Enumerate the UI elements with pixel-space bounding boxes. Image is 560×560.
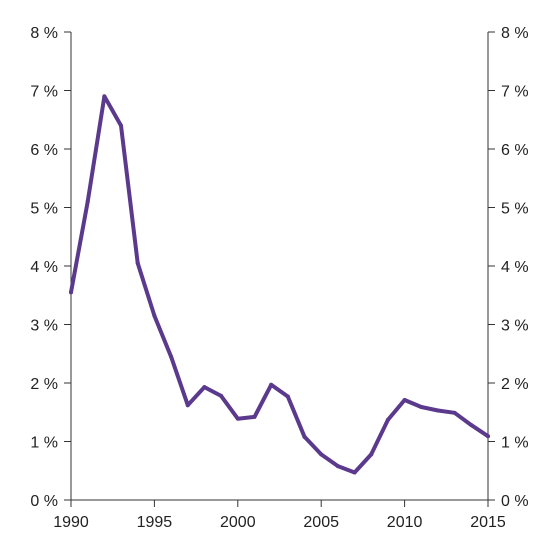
x-tick-label: 2010 (387, 514, 423, 531)
data-point (335, 464, 340, 469)
y-tick-label-right: 2 % (501, 376, 529, 393)
data-point (219, 393, 224, 398)
x-tick-label: 2005 (303, 514, 339, 531)
y-tick-label-right: 0 % (501, 493, 529, 510)
data-point (369, 452, 374, 457)
y-tick-label-left: 5 % (30, 201, 58, 218)
y-tick-label-left: 7 % (30, 84, 58, 101)
x-tick-label: 2000 (220, 514, 256, 531)
y-ticks-left: 0 % 1 % 2 % 3 % 4 % 5 % 6 % 7 % 8 % (30, 25, 71, 510)
data-point (152, 313, 157, 318)
data-point (269, 382, 274, 387)
data-point (119, 123, 124, 128)
y-tick-label-left: 0 % (30, 493, 58, 510)
data-point (169, 354, 174, 359)
data-point (185, 403, 190, 408)
y-tick-label-right: 8 % (501, 25, 529, 42)
data-point (302, 434, 307, 439)
data-point (469, 423, 474, 428)
y-tick-label-left: 4 % (30, 259, 58, 276)
data-point (402, 397, 407, 402)
data-point (435, 408, 440, 413)
y-tick-label-right: 5 % (501, 201, 529, 218)
y-tick-label-right: 4 % (501, 259, 529, 276)
data-point (85, 199, 90, 204)
data-point (235, 416, 240, 421)
data-point (385, 417, 390, 422)
x-tick-label: 1990 (53, 514, 89, 531)
data-point (69, 290, 73, 295)
data-point (452, 410, 457, 415)
axes (70, 32, 489, 501)
y-tick-label-right: 1 % (501, 435, 529, 452)
series-layer (69, 94, 490, 475)
y-tick-label-right: 7 % (501, 84, 529, 101)
series-line (69, 94, 490, 475)
y-tick-label-left: 6 % (30, 142, 58, 159)
y-ticks-right: 0 % 1 % 2 % 3 % 4 % 5 % 6 % 7 % 8 % (488, 25, 529, 510)
x-tick-label: 1995 (137, 514, 173, 531)
data-point (486, 434, 490, 439)
data-point (102, 94, 107, 99)
x-tick-label: 2015 (470, 514, 506, 531)
data-point (135, 261, 140, 266)
data-point (319, 452, 324, 457)
data-point (285, 394, 290, 399)
data-point (202, 385, 207, 390)
y-tick-label-left: 8 % (30, 25, 58, 42)
y-tick-label-left: 2 % (30, 376, 58, 393)
data-point (252, 414, 257, 419)
y-tick-label-right: 6 % (501, 142, 529, 159)
data-point (352, 470, 357, 475)
x-ticks: 1990 1995 2000 2005 2010 2015 (53, 500, 506, 531)
y-tick-label-left: 3 % (30, 318, 58, 335)
y-tick-label-left: 1 % (30, 435, 58, 452)
data-point (419, 404, 424, 409)
y-tick-label-right: 3 % (501, 318, 529, 335)
